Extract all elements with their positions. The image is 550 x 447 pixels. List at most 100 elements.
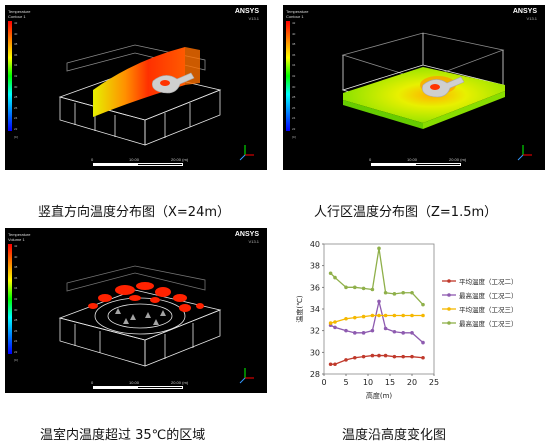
- series-point-3: [353, 285, 357, 290]
- series-point-3: [421, 302, 425, 307]
- series-point-2: [328, 321, 333, 325]
- color-scale-tick: 34: [14, 63, 18, 68]
- scale-label-mid: 10.00: [129, 380, 140, 385]
- color-scale-tick: 30: [14, 307, 18, 312]
- series-point-0: [392, 354, 397, 359]
- series-line-3: [330, 248, 424, 306]
- legend-label-1: 最高温度（工况二）: [459, 291, 518, 300]
- distance-scale-bar: [371, 163, 461, 166]
- color-scale-tick: 36: [14, 52, 18, 57]
- simulation-panel-vertical: ANSYS V13.1 Temperature Contour 1 42 40 38…: [5, 5, 267, 170]
- color-scale-tick: 34: [292, 63, 296, 68]
- series-point-1: [392, 329, 397, 334]
- color-scale-tick: 26: [292, 105, 296, 110]
- series-point-1: [383, 326, 388, 331]
- caption-pedestrian: 人行区温度分布图（Z=1.5m）: [314, 205, 498, 220]
- legend-label-0: 平均温度（工况二）: [459, 277, 518, 286]
- color-scale-tick: 32: [292, 73, 296, 78]
- series-point-0: [333, 362, 337, 367]
- color-scale-tick: 28: [14, 95, 18, 100]
- unit-label: [C]: [292, 135, 296, 139]
- series-point-0: [401, 354, 405, 359]
- x-tick-label: 10: [363, 378, 373, 387]
- color-scale-tick: 32: [14, 296, 18, 301]
- color-scale-tick: 34: [14, 286, 18, 291]
- y-tick-label: 38: [310, 262, 320, 271]
- legend-marker-0: [447, 279, 451, 283]
- vertical-slice-render: [58, 44, 254, 161]
- color-scale-tick: 38: [14, 42, 18, 47]
- series-point-3: [377, 246, 381, 251]
- unit-label: [C]: [14, 135, 18, 139]
- series-point-3: [333, 275, 337, 280]
- series-point-1: [344, 328, 348, 333]
- legend-title: Temperature Contour 1: [8, 9, 31, 19]
- x-tick-label: 0: [321, 378, 326, 387]
- series-point-2: [410, 313, 414, 318]
- legend-label-3: 最高温度（工况三）: [459, 319, 518, 328]
- color-scale-tick: 24: [14, 116, 18, 121]
- caption-vertical: 竖直方向温度分布图（X=24m）: [38, 205, 231, 220]
- color-scale-tick: 26: [14, 105, 18, 110]
- color-scale-tick: 30: [14, 84, 18, 89]
- color-scale-tick: 28: [14, 318, 18, 323]
- series-point-2: [383, 313, 388, 318]
- series-point-3: [392, 292, 397, 296]
- series-point-3: [383, 290, 388, 295]
- series-point-0: [361, 354, 366, 359]
- series-point-1: [377, 299, 381, 304]
- color-scale-ticks: 42 40 38 36 34 32 30 28 26 24 22: [14, 21, 17, 131]
- scale-label-0: 0: [91, 380, 94, 385]
- scale-label-max: 20.00 (m): [449, 157, 467, 162]
- simulation-panel-over35: ANSYS V13.1 Temperature Volume 1 42 40 38 3…: [5, 228, 267, 393]
- color-scale-bar: [286, 21, 290, 131]
- y-tick-label: 30: [310, 348, 320, 357]
- series-point-2: [361, 314, 366, 319]
- series-point-1: [421, 340, 425, 345]
- scale-label-0: 0: [369, 157, 372, 162]
- color-scale-tick: 28: [292, 95, 296, 100]
- series-point-3: [401, 290, 405, 295]
- legend-label-2: 平均温度（工况三）: [459, 305, 518, 314]
- color-scale-tick: 30: [292, 84, 296, 89]
- color-scale-tick: 42: [14, 21, 18, 25]
- ansys-logo: ANSYS: [234, 8, 259, 15]
- series-point-0: [377, 353, 381, 358]
- y-tick-label: 28: [310, 370, 320, 379]
- y-tick-label: 34: [310, 305, 320, 314]
- y-tick-label: 36: [310, 283, 320, 292]
- color-scale-tick: 24: [292, 116, 296, 121]
- x-tick-label: 5: [343, 378, 348, 387]
- scale-label-mid: 10.00: [129, 157, 140, 162]
- series-point-2: [377, 313, 381, 318]
- scale-label-0: 0: [91, 157, 94, 162]
- series-point-0: [370, 353, 375, 358]
- series-point-0: [328, 362, 333, 367]
- series-point-1: [353, 331, 357, 335]
- color-scale-ticks: 42 40 38 36 34 32 30 28 26 24 22: [14, 244, 17, 354]
- distance-scale-bar: [93, 163, 183, 166]
- series-point-2: [344, 316, 348, 321]
- legend-title: Temperature Contour 1: [286, 9, 309, 19]
- color-scale-tick: 22: [14, 349, 18, 354]
- x-tick-label: 25: [429, 378, 439, 387]
- unit-label: [C]: [14, 358, 18, 362]
- caption-chart: 温度沿高度变化图: [342, 428, 447, 443]
- series-point-1: [410, 331, 414, 335]
- color-scale-tick: 40: [14, 254, 18, 259]
- series-point-0: [344, 358, 348, 362]
- caption-over35: 温室内温度超过 35℃的区域: [40, 428, 206, 443]
- legend-marker-1: [447, 293, 451, 297]
- ansys-version: V13.1: [248, 239, 259, 244]
- series-point-3: [361, 286, 366, 291]
- distance-scale-bar: [93, 386, 183, 389]
- color-scale-tick: 38: [14, 265, 18, 270]
- series-point-2: [333, 320, 337, 324]
- color-scale-tick: 22: [292, 126, 296, 131]
- y-tick-label: 40: [310, 240, 320, 249]
- legend-title: Temperature Volume 1: [8, 232, 31, 242]
- legend-marker-3: [447, 321, 451, 325]
- scale-label-max: 20.00 (m): [171, 157, 189, 162]
- color-scale-tick: 40: [292, 31, 296, 36]
- color-scale-tick: 42: [14, 244, 18, 248]
